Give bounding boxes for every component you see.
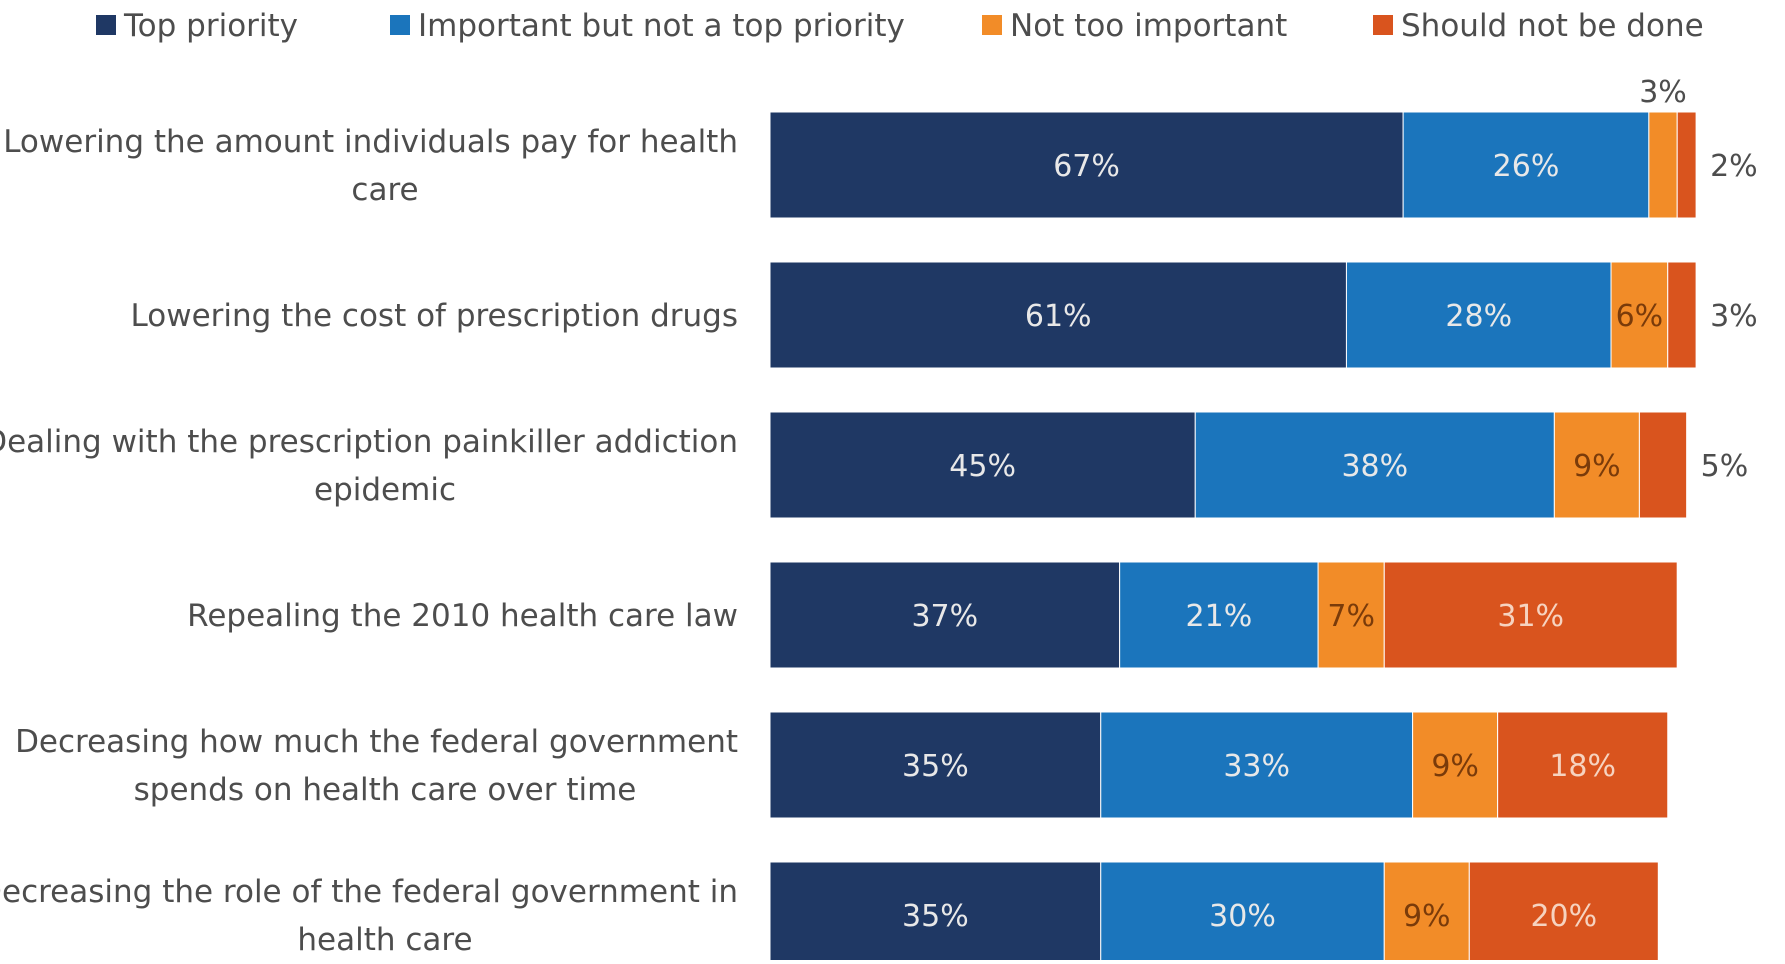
bar-segment-not-too-important — [1648, 111, 1678, 219]
category-label-line: Dealing with the prescription painkiller… — [0, 424, 738, 460]
category-label: Decreasing the role of the federal gover… — [0, 874, 738, 958]
data-label: 38% — [1341, 449, 1408, 484]
category-label: Decreasing how much the federal governme… — [15, 724, 738, 808]
bar-segment-should-not — [1676, 111, 1697, 219]
bar-segment-top-priority — [769, 261, 1347, 369]
data-label: 61% — [1025, 299, 1092, 334]
bar-segment-not-too-important — [1553, 411, 1640, 519]
data-label: 9% — [1431, 749, 1479, 784]
bar-segment-top-priority — [769, 861, 1102, 964]
bar-segment-should-not — [1638, 411, 1688, 519]
category-label: Lowering the amount individuals pay for … — [3, 124, 738, 208]
legend: Top priority Important but not a top prio… — [96, 8, 1704, 44]
data-label: 67% — [1053, 149, 1120, 184]
bar-segment-top-priority — [769, 561, 1121, 669]
data-label: 28% — [1445, 299, 1512, 334]
category-label-line: Repealing the 2010 health care law — [187, 598, 738, 634]
data-label: 3% — [1710, 299, 1758, 334]
category-label-line: Lowering the amount individuals pay for … — [3, 124, 738, 160]
legend-label-should-not: Should not be done — [1401, 8, 1704, 44]
data-label: 2% — [1710, 149, 1758, 184]
category-labels: Lowering the amount individuals pay for … — [0, 124, 738, 958]
bars: 67% 26% 3% 2% 61% 28% 6% 3% 45% 38% 9% 5% 37% 21% 7% 31… — [769, 75, 1758, 964]
category-label-line: Decreasing how much the federal governme… — [15, 724, 738, 760]
legend-swatch-not-too-important — [982, 15, 1002, 35]
data-label: 45% — [949, 449, 1016, 484]
data-label: 6% — [1616, 299, 1664, 334]
data-label: 21% — [1186, 599, 1253, 634]
data-label: 37% — [911, 599, 978, 634]
data-label: 18% — [1549, 749, 1616, 784]
category-label: Dealing with the prescription painkiller… — [0, 424, 738, 508]
data-label: 35% — [902, 749, 969, 784]
legend-label-not-too-important: Not too important — [1010, 8, 1287, 44]
legend-label-top-priority: Top priority — [123, 8, 298, 44]
bar-segment-top-priority — [769, 711, 1102, 819]
bar-segment-should-not — [1667, 261, 1697, 369]
category-label: Lowering the cost of prescription drugs — [131, 298, 738, 334]
bar-segment-should-not — [1383, 561, 1678, 669]
category-label-line: spends on health care over time — [134, 772, 637, 808]
category-label-line: Lowering the cost of prescription drugs — [131, 298, 738, 334]
data-label: 9% — [1573, 449, 1621, 484]
legend-swatch-should-not — [1373, 15, 1393, 35]
data-label: 31% — [1497, 599, 1564, 634]
legend-swatch-important — [390, 15, 410, 35]
legend-label-important: Important but not a top priority — [418, 8, 905, 44]
data-label: 5% — [1701, 449, 1749, 484]
data-label: 9% — [1403, 899, 1451, 934]
bar-segment-important — [1345, 261, 1612, 369]
bar-segment-should-not — [1497, 711, 1669, 819]
bar-segment-should-not — [1468, 861, 1659, 964]
category-label-line: health care — [297, 922, 472, 958]
category-label-line: Decreasing the role of the federal gover… — [0, 874, 738, 910]
bar-segment-not-too-important — [1412, 711, 1499, 819]
data-label: 3% — [1639, 75, 1687, 110]
category-label-line: epidemic — [314, 472, 456, 508]
data-label: 35% — [902, 899, 969, 934]
bar-segment-not-too-important — [1610, 261, 1669, 369]
category-label-line: care — [351, 172, 418, 208]
bar-segment-important — [1402, 111, 1650, 219]
category-label: Repealing the 2010 health care law — [187, 598, 738, 634]
data-label: 30% — [1209, 899, 1276, 934]
data-label: 20% — [1530, 899, 1597, 934]
data-label: 7% — [1327, 599, 1375, 634]
bar-segment-top-priority — [769, 111, 1404, 219]
legend-swatch-top-priority — [96, 15, 116, 35]
data-label: 33% — [1223, 749, 1290, 784]
bar-segment-top-priority — [769, 411, 1196, 519]
bar-segment-important — [1119, 561, 1319, 669]
bar-segment-not-too-important — [1383, 861, 1470, 964]
data-label: 26% — [1493, 149, 1560, 184]
bar-segment-important — [1100, 711, 1414, 819]
bar-segment-important — [1194, 411, 1555, 519]
